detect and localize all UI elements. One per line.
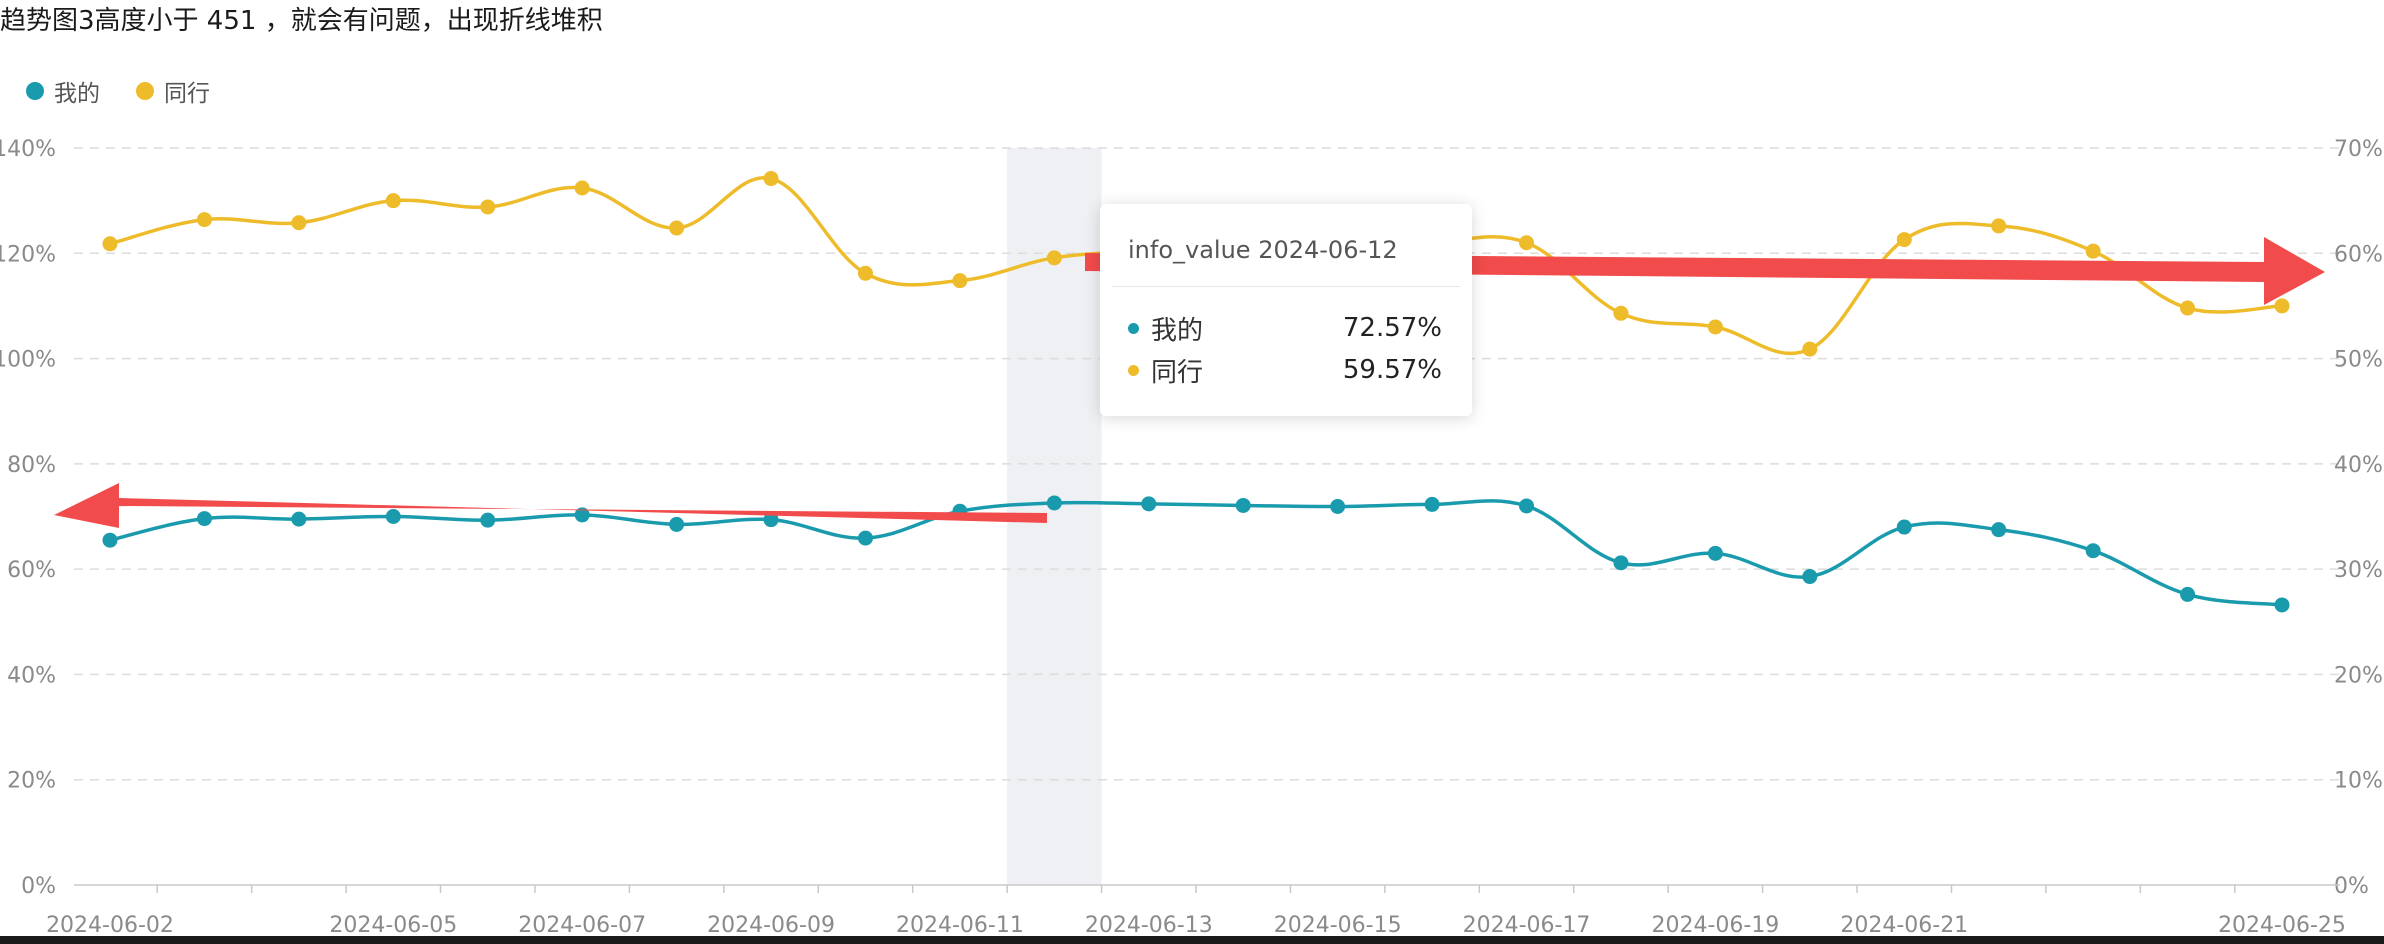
- x-tick-label: 2024-06-09: [707, 913, 835, 938]
- x-tick-label: 2024-06-07: [518, 913, 646, 938]
- data-point-peer: [1991, 218, 2007, 234]
- data-point-peer: [1046, 250, 1062, 266]
- legend-peer-label: 同行: [164, 81, 210, 107]
- legend-mine-dot-icon: [26, 82, 44, 100]
- tooltip-divider: [1112, 286, 1460, 287]
- legend-item-mine[interactable]: 我的: [26, 74, 100, 108]
- data-point-peer: [1802, 341, 1818, 357]
- data-point-peer: [669, 220, 685, 236]
- data-point-peer: [102, 236, 118, 252]
- data-point-mine: [669, 516, 685, 532]
- y-right-tick-label: 60%: [2334, 242, 2383, 267]
- data-point-peer: [763, 171, 779, 187]
- chart-tooltip: info_value 2024-06-12 我的 72.57% 同行 59.57…: [1100, 204, 1472, 416]
- data-point-mine: [2180, 586, 2196, 602]
- data-point-mine: [857, 530, 873, 546]
- x-tick-label: 2024-06-25: [2218, 913, 2346, 938]
- x-tick-label: 2024-06-21: [1840, 913, 1968, 938]
- data-point-peer: [196, 212, 212, 228]
- data-point-mine: [574, 507, 590, 523]
- data-point-mine: [1046, 495, 1062, 511]
- x-tick-label: 2024-06-13: [1085, 913, 1213, 938]
- x-tick-label: 2024-06-11: [896, 913, 1024, 938]
- x-tick-label: 2024-06-19: [1651, 913, 1779, 938]
- data-point-mine: [2274, 597, 2290, 613]
- data-point-peer: [857, 265, 873, 281]
- data-point-peer: [1896, 232, 1912, 248]
- y-right-tick-label: 30%: [2334, 558, 2383, 583]
- data-point-mine: [1991, 522, 2007, 538]
- y-left-tick-label: 0%: [21, 874, 56, 899]
- data-point-mine: [291, 511, 307, 527]
- data-point-peer: [1707, 319, 1723, 335]
- data-point-mine: [1424, 496, 1440, 512]
- tooltip-mine-dot-icon: [1128, 322, 1139, 334]
- legend-peer-dot-icon: [136, 82, 154, 100]
- y-right-tick-label: 50%: [2334, 348, 2383, 373]
- data-point-mine: [1235, 497, 1251, 513]
- x-tick-label: 2024-06-15: [1274, 913, 1402, 938]
- y-right-tick-label: 20%: [2334, 663, 2383, 688]
- tooltip-peer-name: 同行: [1151, 357, 1204, 388]
- data-point-peer: [1613, 305, 1629, 321]
- data-point-mine: [385, 509, 401, 524]
- data-point-mine: [196, 511, 212, 527]
- arrow-left-annotation: [54, 483, 1047, 528]
- data-point-peer: [2180, 300, 2196, 316]
- tooltip-mine-name: 我的: [1151, 315, 1204, 346]
- y-left-tick-label: 60%: [7, 558, 56, 583]
- data-point-mine: [480, 512, 496, 528]
- x-tick-label: 2024-06-05: [329, 913, 457, 938]
- data-point-mine: [1613, 555, 1629, 571]
- data-point-peer: [480, 199, 496, 215]
- arrow-right-annotation: [1085, 237, 2325, 305]
- data-point-mine: [2085, 543, 2101, 559]
- legend-item-peer[interactable]: 同行: [136, 74, 210, 108]
- data-point-peer: [2085, 243, 2101, 259]
- data-point-mine: [1141, 496, 1157, 512]
- y-left-tick-label: 80%: [7, 453, 56, 478]
- chart-legend: 我的 同行: [26, 74, 210, 108]
- legend-mine-label: 我的: [54, 81, 100, 107]
- x-tick-label: 2024-06-02: [46, 913, 174, 938]
- y-right-tick-label: 70%: [2334, 137, 2383, 162]
- data-point-peer: [1519, 235, 1535, 251]
- y-right-tick-label: 40%: [2334, 453, 2383, 478]
- data-point-peer: [952, 273, 968, 289]
- data-point-mine: [1896, 519, 1912, 535]
- tooltip-peer-dot-icon: [1128, 364, 1139, 376]
- data-point-mine: [1707, 545, 1723, 561]
- y-right-tick-label: 0%: [2334, 874, 2369, 899]
- tooltip-row-mine: 我的 72.57%: [1128, 310, 1442, 346]
- data-point-mine: [763, 512, 779, 528]
- tooltip-title: info_value 2024-06-12: [1128, 236, 1398, 264]
- data-point-peer: [574, 180, 590, 196]
- data-point-mine: [1330, 498, 1346, 514]
- y-left-tick-label: 40%: [7, 663, 56, 688]
- x-tick-label: 2024-06-17: [1463, 913, 1591, 938]
- data-point-mine: [1519, 498, 1535, 514]
- bottom-edge: [0, 936, 2384, 944]
- y-left-tick-label: 140%: [0, 137, 56, 162]
- page-title: 趋势图3高度小于 451 ，就会有问题，出现折线堆积: [0, 6, 603, 36]
- data-point-peer: [2274, 298, 2290, 314]
- y-left-tick-label: 100%: [0, 348, 56, 373]
- data-point-mine: [102, 532, 118, 548]
- y-left-tick-label: 20%: [7, 769, 56, 794]
- data-point-peer: [385, 193, 401, 209]
- y-left-tick-label: 120%: [0, 242, 56, 267]
- series-line-mine: [109, 499, 2283, 607]
- tooltip-peer-value: 59.57%: [1342, 355, 1442, 385]
- tooltip-row-peer: 同行 59.57%: [1128, 352, 1442, 388]
- data-point-peer: [291, 215, 307, 231]
- tooltip-mine-value: 72.57%: [1342, 313, 1442, 343]
- data-point-mine: [1802, 569, 1818, 585]
- y-right-tick-label: 10%: [2334, 769, 2383, 794]
